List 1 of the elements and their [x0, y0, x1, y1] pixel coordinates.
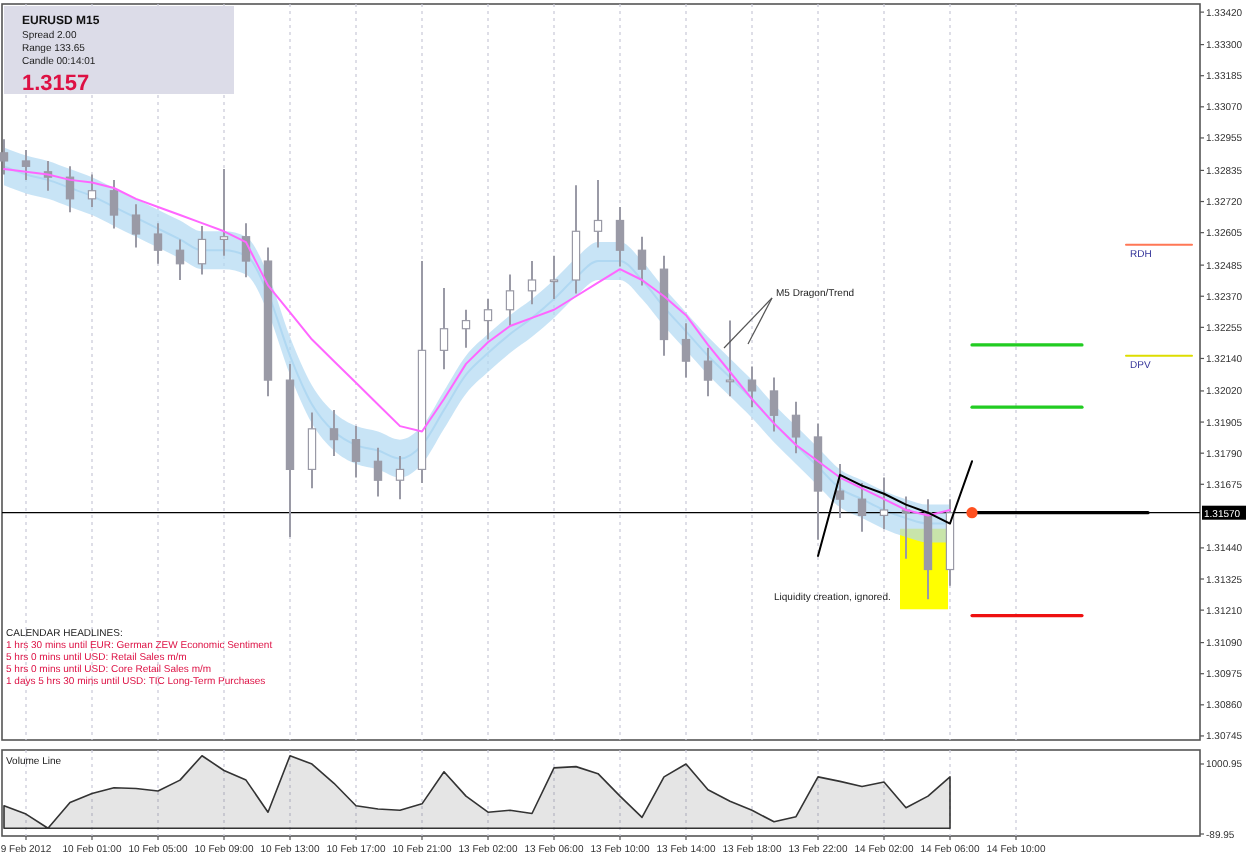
annotation: 1.3157: [22, 72, 90, 96]
